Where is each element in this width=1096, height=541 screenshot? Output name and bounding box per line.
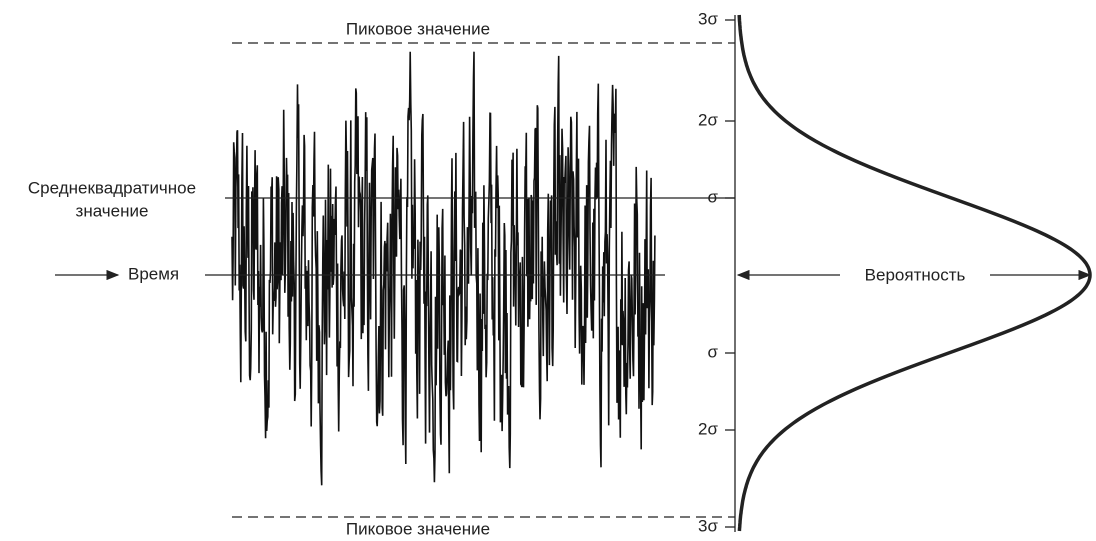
label-bg: [840, 262, 990, 288]
sigma-label: 3σ: [698, 516, 718, 535]
peak-label: Пиковое значение: [346, 19, 490, 38]
signal-trace: [231, 51, 656, 486]
probability-label: Вероятность: [865, 265, 966, 284]
time-label: Время: [128, 264, 179, 283]
sigma-label: σ: [708, 187, 719, 206]
sigma-label: 2σ: [698, 419, 718, 438]
sigma-label: 3σ: [698, 9, 718, 28]
rms-label: Среднеквадратичное: [28, 178, 196, 197]
sigma-label: 2σ: [698, 110, 718, 129]
rms-label: значение: [76, 201, 149, 220]
sigma-ticks: 3σ 2σ σ σ 2σ 3σ: [698, 9, 735, 535]
peak-label: Пиковое значение: [346, 519, 490, 538]
probability-curve: [737, 14, 1092, 532]
signal: [231, 51, 656, 486]
sigma-label: σ: [708, 342, 719, 361]
